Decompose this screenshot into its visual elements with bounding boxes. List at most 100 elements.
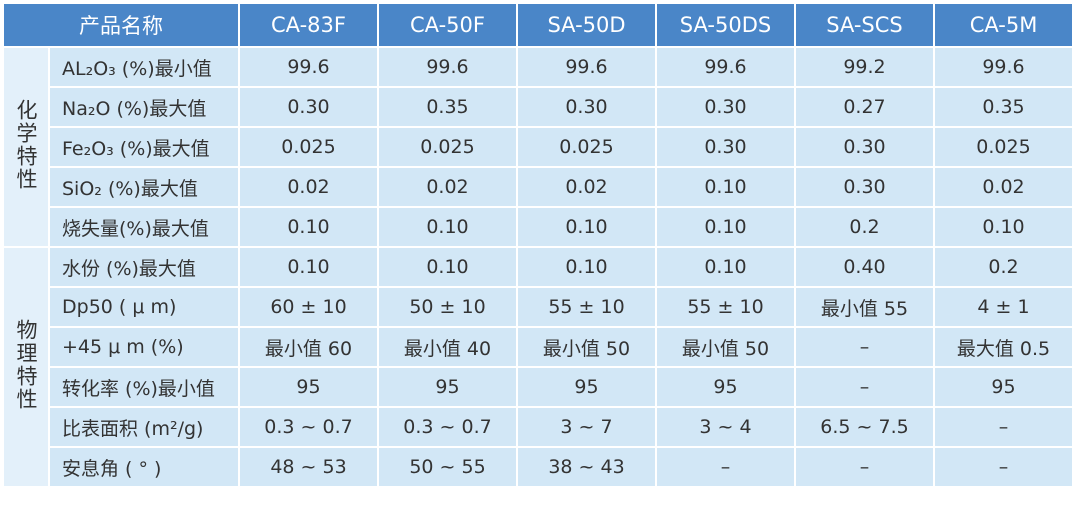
value-cell: 0.02 (238, 166, 379, 208)
value-cell: 0.025 (238, 126, 379, 168)
value-cell: 0.3 ~ 0.7 (238, 406, 379, 448)
product-header: CA-5M (933, 2, 1074, 48)
value-cell: 50 ~ 55 (377, 446, 518, 488)
value-cell: 38 ~ 43 (516, 446, 657, 488)
table-row: Dp50 ( μ m) 60 ± 10 50 ± 10 55 ± 10 55 ± 10 最… (3, 286, 1074, 328)
value-cell: 0.30 (655, 86, 796, 128)
param-cell: SiO₂ (%)最大值 (48, 166, 240, 208)
value-cell: 0.35 (377, 86, 518, 128)
value-cell: 0.025 (377, 126, 518, 168)
table-row: 化学特性 AL₂O₃ (%)最小值 99.6 99.6 99.6 99.6 99.2 99.6 (2, 46, 1074, 248)
group-label: 化学特性 (14, 98, 38, 191)
value-cell: 0.30 (238, 86, 379, 128)
value-cell: 0.025 (933, 126, 1074, 168)
value-cell: 最小值 60 (238, 326, 379, 368)
value-cell: 48 ~ 53 (238, 446, 379, 488)
value-cell: 99.2 (794, 46, 935, 88)
value-cell: 0.10 (238, 206, 379, 248)
table-row: 物理特性 水份 (%)最大值 0.10 0.10 0.10 0.10 0.40 0.2 (2, 246, 1074, 488)
value-cell: 最小值 50 (516, 326, 657, 368)
param-cell: 安息角 ( ° ) (48, 446, 240, 488)
value-cell: 0.30 (794, 126, 935, 168)
table-row: 烧失量(%)最大值 0.10 0.10 0.10 0.10 0.2 0.10 (3, 206, 1074, 248)
value-cell: 0.10 (655, 166, 796, 208)
value-cell: – (933, 406, 1074, 448)
value-cell: 0.02 (516, 166, 657, 208)
table-body: 化学特性 AL₂O₃ (%)最小值 99.6 99.6 99.6 99.6 99.2 99.6… (2, 46, 1074, 488)
value-cell: 0.10 (516, 206, 657, 248)
value-cell: 4 ± 1 (933, 286, 1074, 328)
value-cell: 55 ± 10 (516, 286, 657, 328)
value-cell: 0.30 (655, 126, 796, 168)
table-row: SiO₂ (%)最大值 0.02 0.02 0.02 0.10 0.30 0.02 (3, 166, 1074, 208)
value-cell: 0.40 (794, 246, 935, 288)
spec-table: 产品名称 CA-83F CA-50F SA-50D SA-50DS SA-SCS CA-5M… (2, 2, 1074, 488)
param-cell: +45 μ m (%) (48, 326, 240, 368)
value-cell: – (794, 326, 935, 368)
table-row: 安息角 ( ° ) 48 ~ 53 50 ~ 55 38 ~ 43– – – (3, 446, 1074, 488)
value-cell: 0.30 (794, 166, 935, 208)
value-cell: 0.10 (933, 206, 1074, 248)
value-cell: 0.10 (238, 246, 379, 288)
value-cell: 最小值 40 (377, 326, 518, 368)
table-row: 转化率 (%)最小值 95 95 95 95–95 (3, 366, 1074, 408)
value-cell: 0.2 (794, 206, 935, 248)
value-cell: 3 ~ 4 (655, 406, 796, 448)
header-row: 产品名称 CA-83F CA-50F SA-50D SA-50DS SA-SCS CA-5M (2, 2, 1074, 48)
value-cell: 0.02 (377, 166, 518, 208)
value-cell: 99.6 (516, 46, 657, 88)
group-cell: 物理特性 (2, 246, 50, 488)
value-cell: 最小值 50 (655, 326, 796, 368)
value-cell: 3 ~ 7 (516, 406, 657, 448)
value-cell: 99.6 (377, 46, 518, 88)
value-cell: 6.5 ~ 7.5 (794, 406, 935, 448)
value-cell: 0.2 (933, 246, 1074, 288)
table-row: Na₂O (%)最大值 0.30 0.35 0.30 0.30 0.27 0.35 (3, 86, 1074, 128)
value-cell: – (933, 446, 1074, 488)
value-cell: 0.27 (794, 86, 935, 128)
value-cell: 0.02 (933, 166, 1074, 208)
value-cell: 99.6 (933, 46, 1074, 88)
param-cell: 烧失量(%)最大值 (48, 206, 240, 248)
table-row: +45 μ m (%) 最小值 60 最小值 40 最小值 50 最小值 50– 最大值 … (3, 326, 1074, 368)
value-cell: 95 (516, 366, 657, 408)
param-cell: Na₂O (%)最大值 (48, 86, 240, 128)
value-cell: 60 ± 10 (238, 286, 379, 328)
value-cell: 0.3 ~ 0.7 (377, 406, 518, 448)
value-cell: – (794, 366, 935, 408)
value-cell: 0.10 (377, 206, 518, 248)
param-cell: Dp50 ( μ m) (48, 286, 240, 328)
value-cell: 0.025 (516, 126, 657, 168)
product-header: CA-83F (238, 2, 379, 48)
value-cell: 最小值 55 (794, 286, 935, 328)
param-cell: 比表面积 (m²/g) (48, 406, 240, 448)
value-cell: 55 ± 10 (655, 286, 796, 328)
param-cell: 水份 (%)最大值 (48, 246, 240, 288)
value-cell: 最大值 0.5 (933, 326, 1074, 368)
value-cell: 95 (655, 366, 796, 408)
value-cell: 99.6 (655, 46, 796, 88)
group-label: 物理特性 (14, 318, 38, 411)
value-cell: 0.10 (655, 206, 796, 248)
header-label: 产品名称 (2, 2, 240, 48)
value-cell: – (655, 446, 796, 488)
group-cell: 化学特性 (2, 46, 50, 248)
value-cell: 95 (933, 366, 1074, 408)
table-row: Fe₂O₃ (%)最大值 0.025 0.025 0.025 0.30 0.30 0.025 (3, 126, 1074, 168)
value-cell: 0.30 (516, 86, 657, 128)
value-cell: 99.6 (238, 46, 379, 88)
value-cell: 0.35 (933, 86, 1074, 128)
product-header: SA-50DS (655, 2, 796, 48)
param-cell: AL₂O₃ (%)最小值 (48, 46, 240, 88)
param-cell: Fe₂O₃ (%)最大值 (48, 126, 240, 168)
value-cell: 95 (377, 366, 518, 408)
product-header: SA-SCS (794, 2, 935, 48)
value-cell: 95 (238, 366, 379, 408)
value-cell: 50 ± 10 (377, 286, 518, 328)
value-cell: – (794, 446, 935, 488)
product-header: SA-50D (516, 2, 657, 48)
value-cell: 0.10 (655, 246, 796, 288)
param-cell: 转化率 (%)最小值 (48, 366, 240, 408)
